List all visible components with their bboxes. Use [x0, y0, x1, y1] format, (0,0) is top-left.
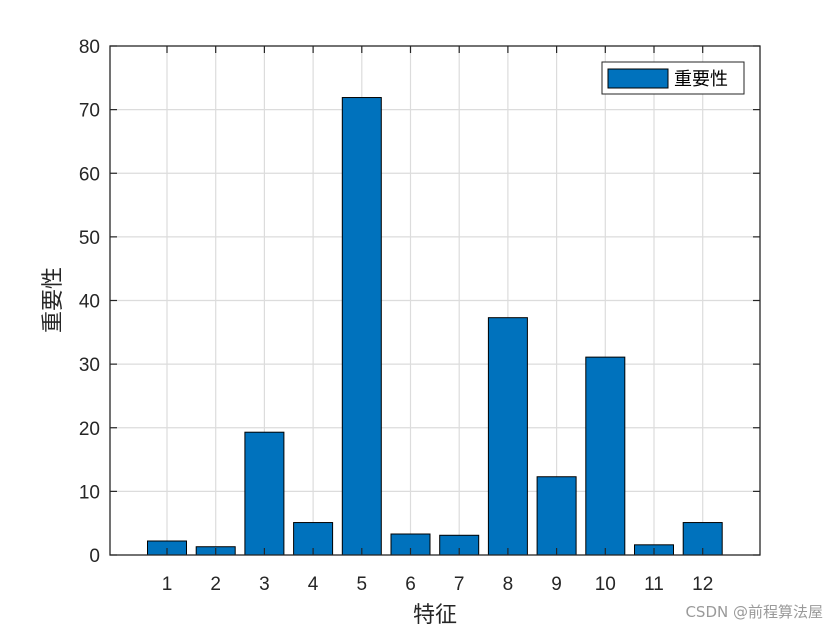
x-tick-label: 4 [308, 574, 319, 595]
y-tick-label: 60 [79, 164, 100, 185]
x-tick-label: 3 [259, 574, 270, 595]
y-tick-label: 20 [79, 419, 100, 440]
y-tick-label: 10 [79, 482, 100, 503]
x-tick-label: 12 [692, 574, 713, 595]
x-axis-label: 特征 [413, 603, 457, 628]
x-tick-label: 6 [405, 574, 416, 595]
x-tick-label: 9 [551, 574, 562, 595]
x-tick-label: 10 [595, 574, 616, 595]
x-tick-label: 5 [357, 574, 368, 595]
y-tick-label: 80 [79, 37, 100, 58]
x-tick-label: 7 [454, 574, 465, 595]
y-tick-label: 70 [79, 101, 100, 122]
y-tick-label: 30 [79, 355, 100, 376]
legend-swatch [607, 68, 669, 89]
x-tick-label: 11 [644, 574, 664, 595]
x-tick-label: 1 [162, 574, 173, 595]
bar [536, 476, 577, 556]
legend-label: 重要性 [674, 69, 728, 90]
bar [585, 356, 626, 556]
y-tick-label: 40 [79, 292, 100, 313]
x-tick-label: 2 [210, 574, 221, 595]
legend: 重要性 [601, 61, 745, 95]
x-tick-label: 8 [503, 574, 514, 595]
bar [244, 431, 285, 556]
bars [147, 97, 723, 556]
bar [487, 317, 528, 556]
grid [110, 46, 760, 555]
y-axis-label: 重要性 [41, 267, 66, 333]
watermark: CSDN @前程算法屋 [685, 603, 823, 621]
bar [682, 522, 723, 556]
bar [341, 97, 382, 556]
y-tick-label: 0 [89, 546, 100, 567]
y-tick-label: 50 [79, 228, 100, 249]
